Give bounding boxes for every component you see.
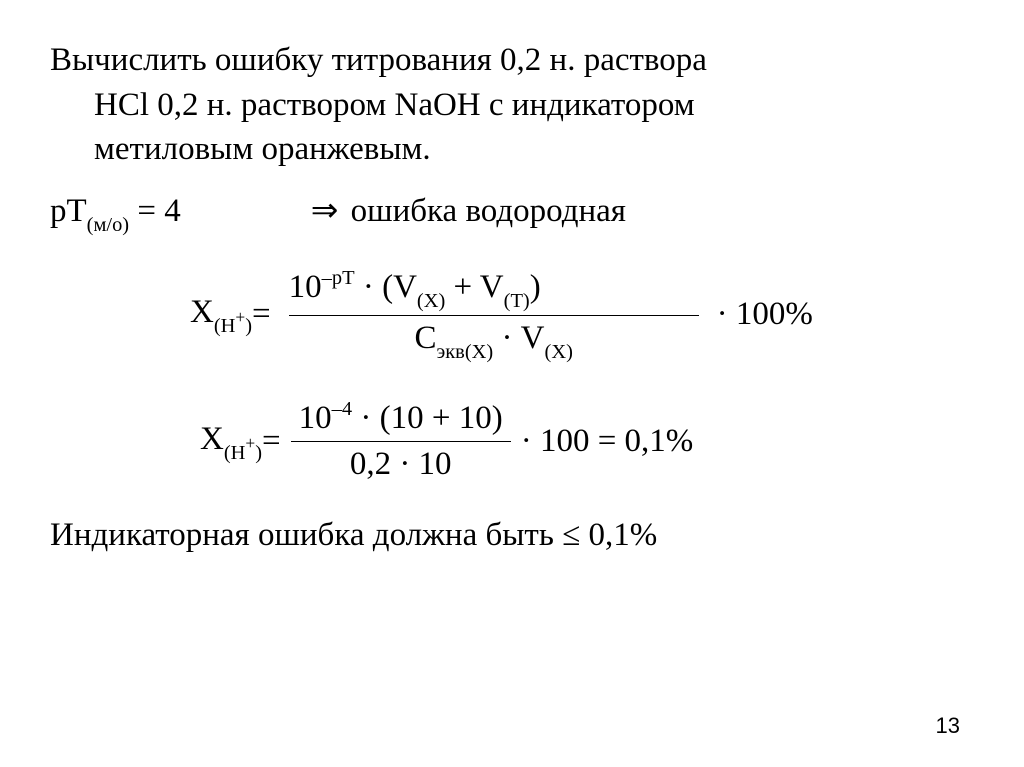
- problem-line-3: метиловым оранжевым.: [50, 127, 974, 172]
- error-type: ошибка водородная: [342, 193, 626, 229]
- pt-subscript: (м/о): [87, 214, 129, 236]
- formula-general: X(H+) = 10–pT · (V(X) + V(T)) Cэкв(X) · …: [50, 268, 974, 361]
- problem-line-2: HCl 0,2 н. раствором NaOH с индикатором: [50, 83, 974, 128]
- formula1-lhs: X(H+): [190, 294, 252, 336]
- conclusion: Индикаторная ошибка должна быть ≤ 0,1%: [50, 517, 974, 554]
- formula2-fraction: 10–4 · (10 + 10) 0,2 · 10: [291, 399, 511, 483]
- formula2-tail: · 100 = 0,1%: [521, 423, 694, 460]
- equals-sign: =: [252, 296, 271, 333]
- pt-line: рТ(м/о) = 4 ⇒ ошибка водородная: [50, 190, 974, 235]
- page-number: 13: [936, 713, 960, 739]
- formula2-denominator: 0,2 · 10: [291, 441, 511, 483]
- pt-label: рТ: [50, 193, 87, 229]
- formula1-numerator: 10–pT · (V(X) + V(T)): [281, 268, 707, 315]
- formula1-tail: · 100%: [717, 296, 813, 333]
- formula1-fraction: 10–pT · (V(X) + V(T)) Cэкв(X) · V(X): [281, 268, 707, 361]
- formula2-lhs: X(H+): [200, 421, 262, 463]
- formula1-denominator: Cэкв(X) · V(X): [289, 315, 699, 362]
- formula2-numerator: 10–4 · (10 + 10): [291, 399, 511, 441]
- le-symbol: ≤: [562, 517, 580, 553]
- pt-value: = 4: [129, 193, 181, 229]
- problem-statement: Вычислить ошибку титрования 0,2 н. раств…: [50, 38, 974, 172]
- formula-numeric: X(H+) = 10–4 · (10 + 10) 0,2 · 10 · 100 …: [50, 399, 974, 483]
- equals-sign: =: [262, 423, 281, 460]
- implies-arrow: ⇒: [311, 190, 339, 230]
- problem-line-1: Вычислить ошибку титрования 0,2 н. раств…: [50, 38, 974, 83]
